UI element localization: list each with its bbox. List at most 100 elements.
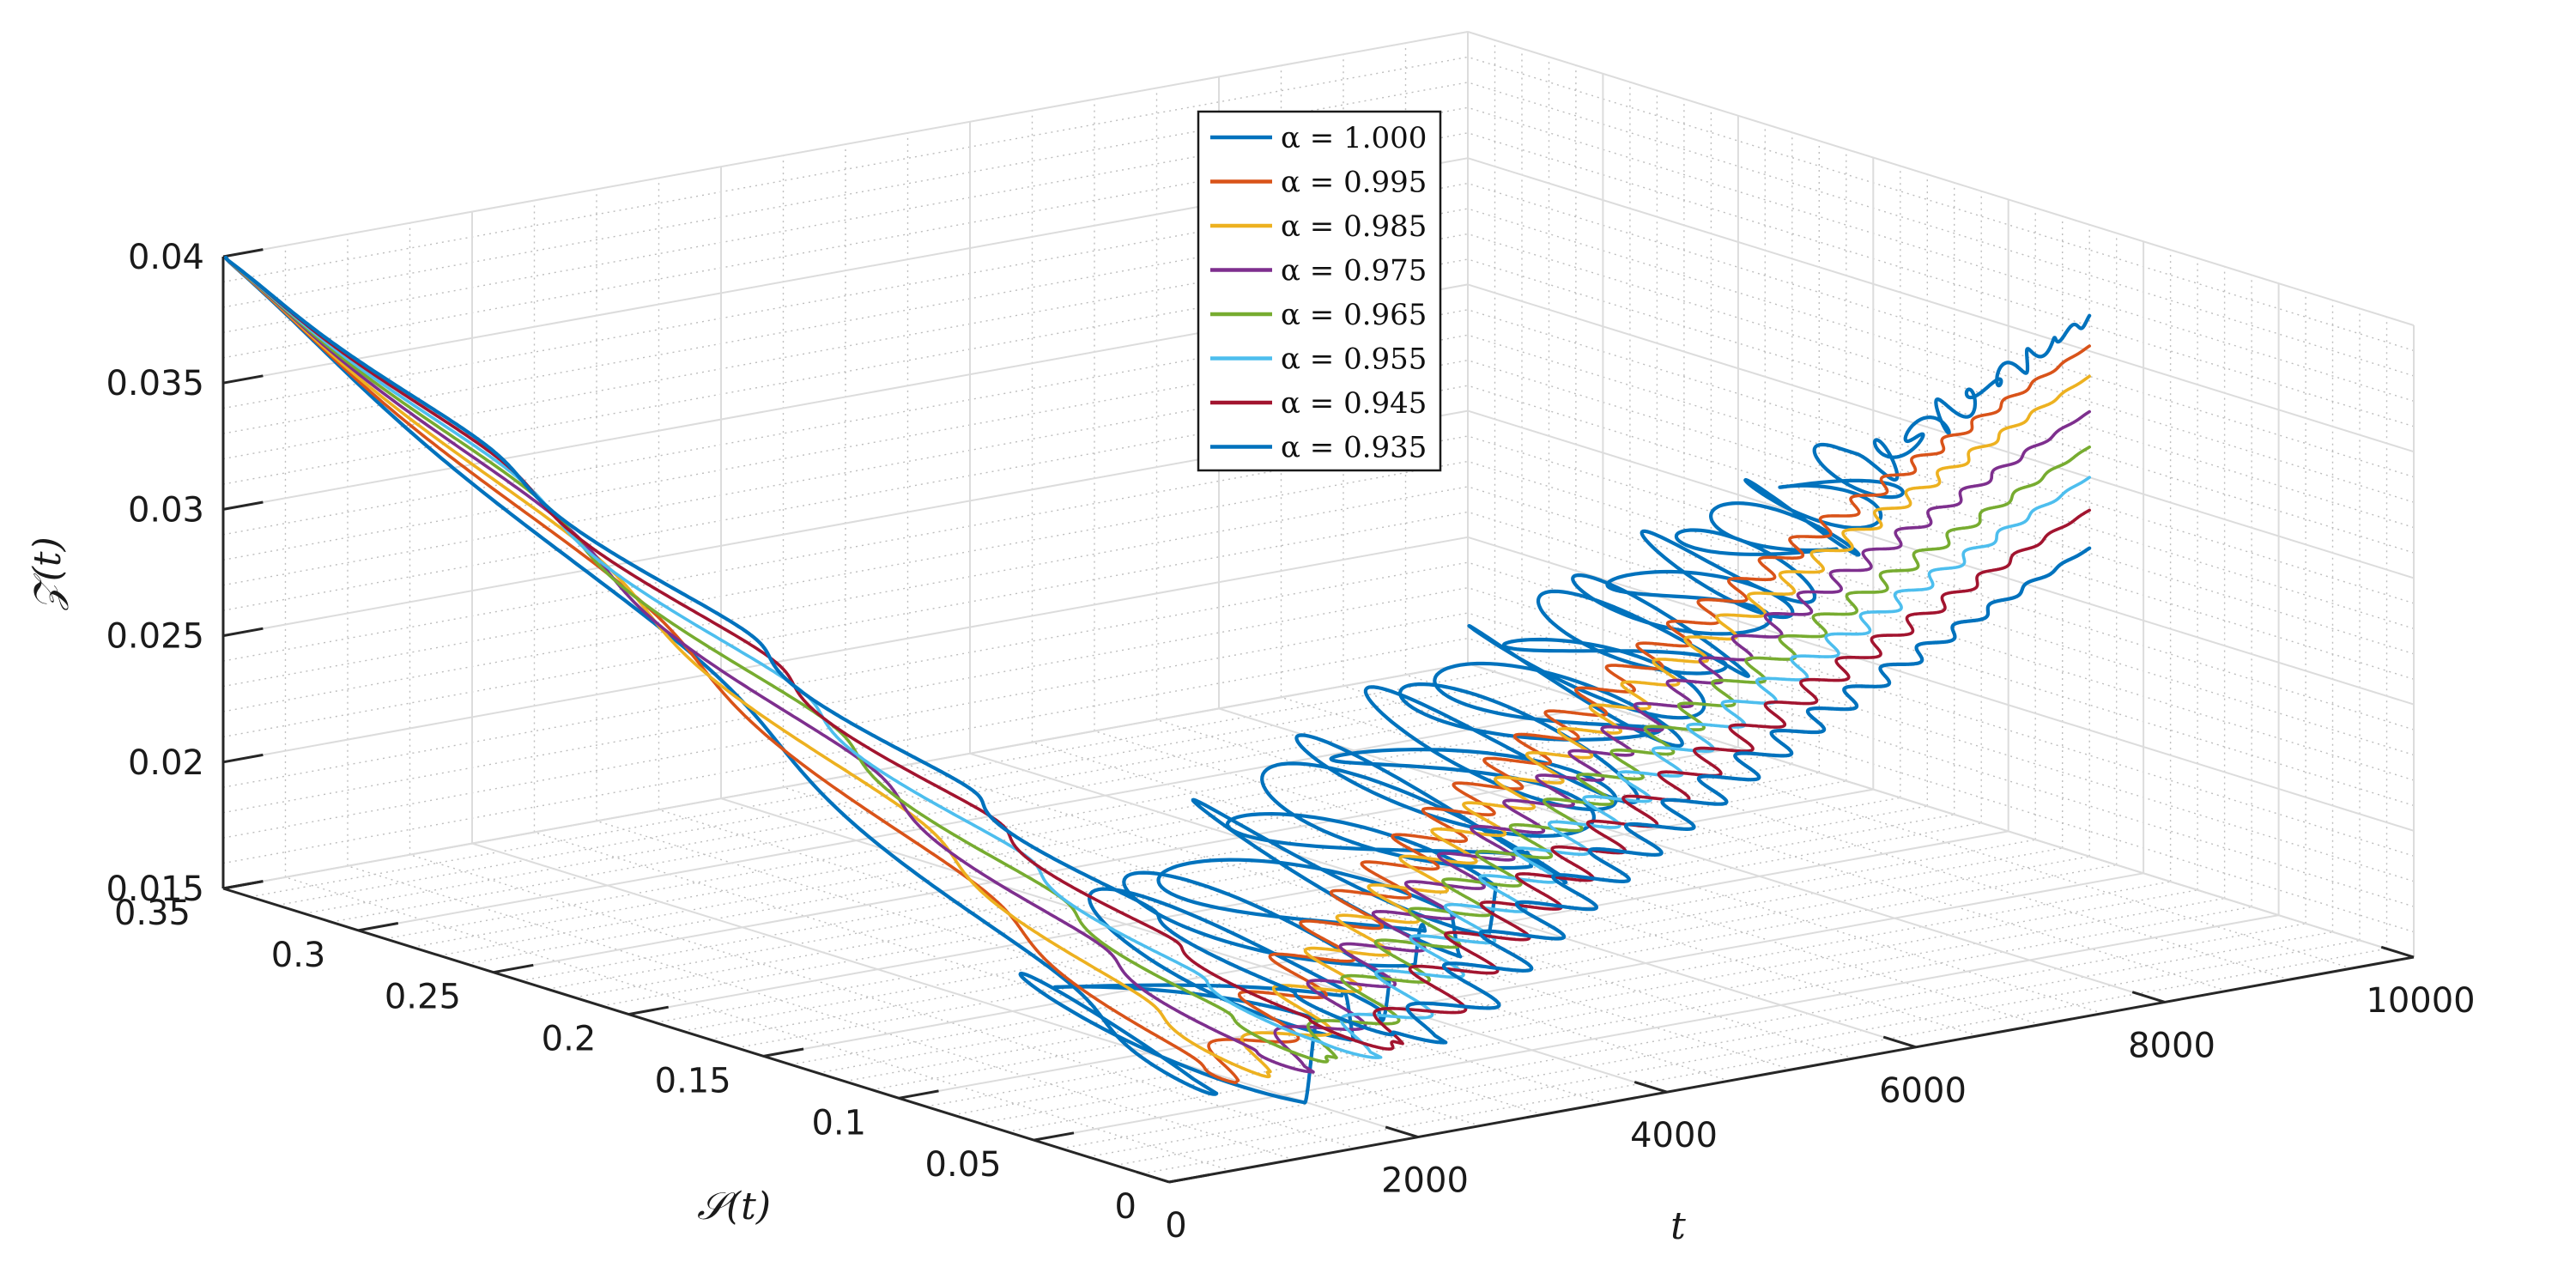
minor-grid-floor-s — [439, 730, 1685, 956]
y-tick-label: 0.05 — [925, 1145, 1002, 1185]
minor-grid-back-z — [222, 561, 1469, 788]
minor-grid-floor-s — [655, 797, 1900, 1023]
minor-grid-side-z — [1467, 385, 2415, 680]
legend-label: α = 0.955 — [1281, 343, 1427, 377]
minor-grid-floor-s — [1060, 923, 2306, 1149]
minor-grid-floor-s — [925, 881, 2171, 1107]
z-axis-title: 𝒵(t) — [26, 537, 70, 611]
minor-grid-floor-s — [1114, 939, 2361, 1167]
series-line-alpha-0.965 — [224, 256, 2091, 1064]
major-grid-back-z — [222, 536, 1469, 763]
z-tick-label: 0.03 — [128, 490, 204, 530]
minor-grid-back-z — [222, 360, 1469, 586]
major-grid-side-z — [1467, 409, 2415, 706]
series-line-alpha-0.955 — [224, 256, 2091, 1059]
major-grid-side-z — [1467, 663, 2415, 958]
minor-grid-back-z — [222, 612, 1469, 839]
minor-grid-floor-s — [250, 671, 1495, 898]
minor-grid-floor-s — [845, 856, 2090, 1082]
y-axis-title: 𝒮(t) — [697, 1185, 771, 1228]
legend-label: α = 1.000 — [1281, 121, 1427, 155]
major-grid-side-z — [1467, 283, 2415, 579]
axes — [221, 248, 2415, 1184]
minor-grid-back-z — [222, 208, 1469, 434]
y-tick-label: 0.1 — [811, 1103, 866, 1143]
x-tick-mark — [1633, 1081, 1668, 1094]
x-axis-line — [1168, 955, 2415, 1184]
legend: α = 1.000 α = 0.995 α = 0.985 α = 0.975 α = … — [1197, 110, 1442, 472]
y-tick-label: 0.25 — [385, 978, 461, 1017]
major-grid-floor-s — [763, 830, 2009, 1058]
major-grid-floor-s — [898, 872, 2144, 1100]
y-tick-label: 0.35 — [114, 894, 191, 933]
minor-grid-back-z — [222, 486, 1469, 712]
minor-grid-back-z — [222, 182, 1469, 409]
minor-grid-floor-s — [304, 688, 1549, 914]
major-grid-side-z — [1467, 31, 2415, 326]
legend-label: α = 0.975 — [1281, 254, 1427, 288]
y-tick-mark — [628, 1005, 669, 1016]
minor-grid-floor-s — [412, 721, 1658, 949]
y-tick-mark — [898, 1089, 939, 1100]
y-tick-mark — [1033, 1131, 1075, 1142]
series-line-alpha-0.935 — [224, 255, 2092, 1045]
major-grid-floor-s — [493, 746, 1739, 973]
minor-grid-side-z — [1467, 106, 2415, 402]
y-tick-mark — [493, 963, 534, 974]
major-grid-floor-t — [969, 752, 1917, 1048]
y-axis-line — [222, 887, 1170, 1184]
minor-grid-back-z — [222, 258, 1469, 485]
minor-grid-side-z — [1467, 132, 2415, 427]
minor-grid-side-z — [1467, 56, 2415, 352]
tick-labels: 0 2000 4000 6000 8000 10000 0 0.05 0.1 0.15 0.2 0.2… — [106, 238, 2475, 1246]
x-tick-mark — [1882, 1035, 1917, 1049]
minor-grid-back-z — [222, 385, 1469, 611]
minor-grid-side-z — [1467, 309, 2415, 604]
minor-grid-floor-s — [1088, 931, 2333, 1158]
legend-label: α = 0.965 — [1281, 298, 1427, 332]
minor-grid-floor-s — [330, 696, 1577, 923]
minor-grid-back-z — [222, 132, 1469, 359]
y-tick-label: 0.2 — [542, 1020, 597, 1059]
minor-grid-back-z — [222, 435, 1469, 662]
x-tick-mark — [1385, 1125, 1419, 1139]
legend-label: α = 0.985 — [1281, 209, 1427, 244]
series-line-alpha-0.975 — [224, 256, 2091, 1074]
minor-grid-floor-s — [276, 679, 1523, 906]
major-grid-side-z — [1467, 536, 2415, 832]
minor-grid-side-z — [1467, 637, 2415, 933]
major-grid-back-z — [222, 31, 1469, 258]
x-tick-mark — [2131, 991, 2166, 1003]
minor-grid-floor-s — [520, 755, 1766, 982]
y-tick-label: 0 — [1115, 1187, 1136, 1227]
minor-grid-side-z — [1467, 82, 2415, 377]
z-tick-mark — [222, 374, 264, 385]
legend-box — [1197, 110, 1442, 472]
minor-grid-side-z — [1467, 182, 2415, 478]
minor-grid-side-z — [1467, 208, 2415, 503]
major-grid-floor-t — [471, 842, 1419, 1138]
minor-grid-floor-s — [979, 897, 2225, 1125]
minor-grid-side-z — [1467, 258, 2415, 554]
minor-grid-floor-s — [385, 712, 1631, 940]
z-tick-label: 0.035 — [106, 364, 204, 403]
minor-grid-back-z — [222, 460, 1469, 688]
minor-grid-back-z — [222, 309, 1469, 536]
x-tick-label: 6000 — [1879, 1071, 1967, 1111]
z-tick-mark — [222, 500, 264, 511]
series-line-alpha-1.000 — [224, 255, 2092, 1105]
y-tick-mark — [358, 922, 399, 932]
y-tick-label: 0.3 — [271, 936, 326, 975]
major-grid-floor-s — [1033, 914, 2279, 1142]
z-tick-mark — [222, 627, 264, 638]
major-grid-floor-s — [358, 704, 1603, 931]
minor-grid-back-z — [222, 587, 1469, 814]
series-line-alpha-0.985 — [224, 256, 2091, 1079]
major-grid-floor-t — [1218, 707, 2166, 1003]
minor-grid-floor-s — [709, 814, 1955, 1040]
series-line-alpha-0.995 — [224, 256, 2091, 1085]
x-tick-mark — [2380, 945, 2415, 959]
z-tick-mark — [222, 880, 264, 890]
